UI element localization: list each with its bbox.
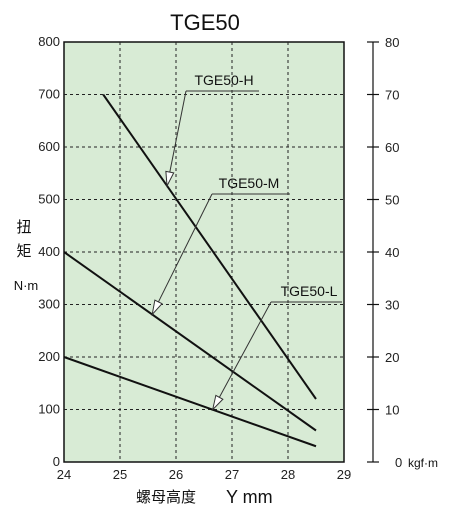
- x-tick-label: 27: [225, 467, 239, 482]
- y2-tick-label: 20: [385, 350, 399, 365]
- y-tick-label: 100: [38, 402, 60, 417]
- x-tick-label: 29: [337, 467, 351, 482]
- series-annotations: TGE50-H TGE50-M TGE50-L: [151, 72, 342, 412]
- annotation-arrowhead: [211, 394, 224, 412]
- secondary-axis-unit: kgf·m: [408, 456, 438, 470]
- series-label-tge50-h: TGE50-H: [194, 72, 253, 88]
- y-axis-label-char-1: 扭: [16, 218, 31, 236]
- y2-tick-label: 50: [385, 193, 399, 208]
- axes: 0 100 200 300 400 500 600 700 800 24 25 26 27 28 29 0 10…: [38, 34, 402, 482]
- y-tick-label: 500: [38, 192, 60, 207]
- x-tick-label: 28: [281, 467, 295, 482]
- grid: [64, 42, 344, 462]
- annotation-pointer: [157, 193, 213, 303]
- x-tick-label: 24: [57, 467, 71, 482]
- y2-tick-label: 0: [395, 455, 402, 470]
- y-axis-label: 扭 矩 N·m: [14, 218, 39, 293]
- y-tick-label: 400: [38, 244, 60, 259]
- annotation-pointer: [218, 301, 272, 398]
- y-tick-label: 200: [38, 349, 60, 364]
- x-tick-label: 25: [113, 467, 127, 482]
- y-axis-unit: N·m: [14, 278, 39, 293]
- series-lines: [63, 93, 317, 448]
- series-line-tge50-h: [102, 93, 317, 400]
- y2-tick-label: 80: [385, 35, 399, 50]
- annotation-arrowhead: [165, 170, 175, 188]
- series-label-tge50-m: TGE50-M: [219, 175, 280, 191]
- y-tick-label: 600: [38, 139, 60, 154]
- annotation-arrowhead: [151, 299, 163, 317]
- chart-title: TGE50: [170, 10, 240, 35]
- x-axis-label: 螺母高度: [136, 488, 196, 506]
- y-tick-label: 0: [53, 454, 60, 469]
- series-line-tge50-l: [63, 356, 317, 448]
- x-tick-label: 26: [169, 467, 183, 482]
- y-axis-label-char-2: 矩: [16, 242, 31, 260]
- annotation-pointer: [169, 90, 187, 173]
- y-tick-label: 300: [38, 297, 60, 312]
- series-line-tge50-m: [63, 251, 317, 432]
- series-label-tge50-l: TGE50-L: [281, 283, 338, 299]
- y-tick-label: 800: [38, 34, 60, 49]
- y2-tick-label: 10: [385, 403, 399, 418]
- x-axis-unit: Y mm: [226, 487, 273, 507]
- y2-tick-label: 30: [385, 298, 399, 313]
- y-tick-label: 700: [38, 87, 60, 102]
- y2-tick-label: 70: [385, 88, 399, 103]
- y2-tick-label: 60: [385, 140, 399, 155]
- y2-tick-label: 40: [385, 245, 399, 260]
